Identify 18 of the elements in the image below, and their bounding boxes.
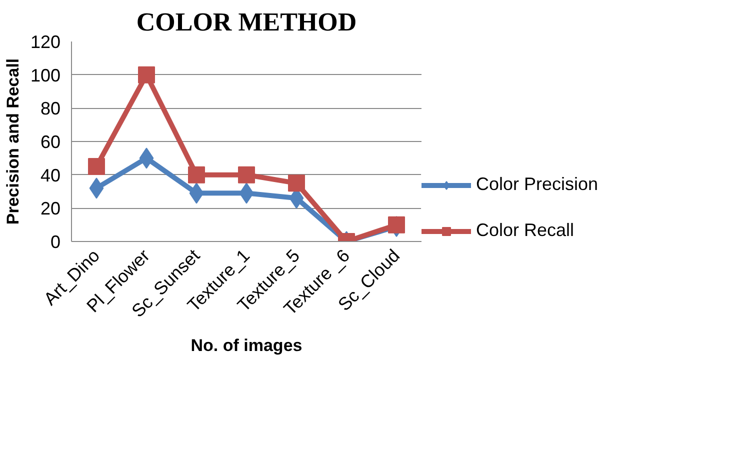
y-tick-label: 20: [40, 198, 61, 219]
point: [88, 158, 105, 175]
y-tick-label: 0: [50, 232, 61, 252]
chart-title: COLOR METHOD: [136, 8, 357, 36]
point: [188, 166, 205, 184]
legend-label: Color Recall: [476, 220, 574, 241]
y-tick-label: 100: [30, 65, 61, 86]
point: [388, 216, 405, 234]
y-tick-label: 60: [40, 132, 61, 152]
y-tick-label: 40: [40, 165, 61, 186]
point: [288, 174, 305, 192]
legend-label: Color Precision: [476, 174, 598, 195]
y-axis-title: Precision and Recall: [3, 58, 22, 225]
y-tick-label: 80: [40, 98, 61, 119]
point: [138, 66, 155, 84]
point: [238, 166, 255, 184]
x-axis-title: No. of images: [190, 336, 302, 356]
y-tick-label: 120: [30, 32, 61, 52]
